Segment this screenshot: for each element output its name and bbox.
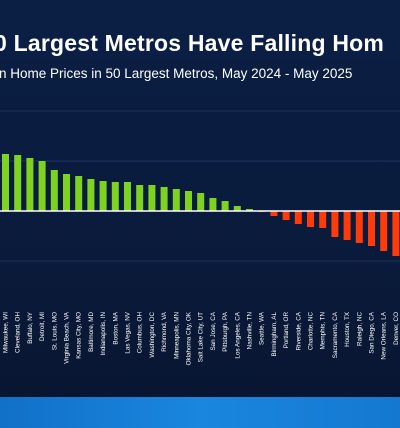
bar — [282, 211, 290, 220]
category-label: Detroit, MI — [39, 312, 46, 341]
category-label: Indianapolis, IN — [100, 312, 107, 356]
category-label: Boston, MA — [112, 311, 119, 344]
category-label: Pittsburgh, PA — [222, 311, 229, 352]
bar — [221, 201, 229, 211]
category-label: Birmingham, AL — [271, 312, 278, 357]
bar — [270, 211, 278, 216]
category-labels: Milwaukee, WI Cleveland, OH Buffalo, NY Det… — [3, 311, 400, 365]
chart-title: 0 Largest Metros Have Falling Hom — [0, 30, 385, 56]
bar — [75, 176, 83, 211]
bar — [38, 161, 46, 211]
category-label: Minneapolis, MN — [173, 312, 180, 359]
category-label: Washington, DC — [149, 312, 156, 358]
category-label: Raleigh, NC — [356, 312, 363, 346]
bar — [99, 181, 107, 211]
bar — [2, 154, 9, 211]
category-label: Milwaukee, WI — [3, 312, 10, 353]
bar — [148, 185, 156, 211]
category-label: Sacramento, CA — [332, 311, 339, 358]
bar — [26, 158, 34, 211]
bars — [2, 154, 400, 256]
category-label: Kansas City, MO — [76, 312, 83, 359]
category-label: San Jose, CA — [210, 311, 217, 350]
bar — [136, 185, 144, 211]
category-label: Las Vegas, NV — [125, 311, 132, 353]
bar — [392, 211, 400, 256]
bar — [50, 170, 58, 211]
category-label: Baltimore, MD — [88, 312, 95, 352]
bar — [111, 182, 119, 211]
bar — [160, 187, 168, 211]
category-label: San Diego, CA — [369, 311, 376, 353]
category-label: Nashville, TN — [247, 312, 254, 350]
category-label: Charlotte, NC — [308, 312, 315, 351]
bar — [87, 179, 95, 211]
bar — [331, 211, 339, 237]
bar — [233, 206, 241, 211]
category-label: Columbus, OH — [137, 312, 144, 354]
bar — [355, 211, 363, 243]
bar — [14, 155, 22, 211]
category-label: Houston, TX — [344, 311, 351, 347]
bar — [307, 211, 314, 227]
bar — [294, 211, 302, 224]
category-label: Richmond, VA — [161, 311, 168, 352]
category-label: Riverside, CA — [295, 311, 302, 350]
category-label: Portland, OR — [283, 312, 290, 349]
chart-subtitle: in Home Prices in 50 Largest Metros, May… — [0, 66, 353, 81]
gridlines — [0, 110, 400, 262]
category-label: Oklahoma City, OK — [186, 311, 193, 365]
category-label: Buffalo, NY — [27, 311, 34, 344]
category-label: Virginia Beach, VA — [64, 311, 71, 364]
category-label: Seattle, WA — [259, 311, 266, 345]
category-label: Memphis, TN — [320, 312, 327, 350]
bar — [368, 211, 375, 246]
footer-band — [0, 397, 400, 428]
category-label: New Orleans, LA — [381, 311, 388, 359]
bar — [185, 191, 192, 211]
category-label: St. Louis, MO — [51, 312, 58, 350]
bar — [343, 211, 351, 240]
category-label: Los Angeles, CA — [234, 311, 241, 358]
bar — [246, 209, 253, 211]
bar — [197, 193, 205, 211]
bar — [319, 211, 327, 228]
bar — [63, 174, 70, 211]
category-label: Salt Lake City, UT — [198, 312, 205, 362]
category-label: Cleveland, OH — [15, 312, 22, 353]
bar — [380, 211, 388, 251]
category-label: Denver, CO — [393, 312, 400, 345]
bar — [172, 189, 180, 211]
bar — [124, 182, 131, 211]
bar — [209, 198, 217, 211]
